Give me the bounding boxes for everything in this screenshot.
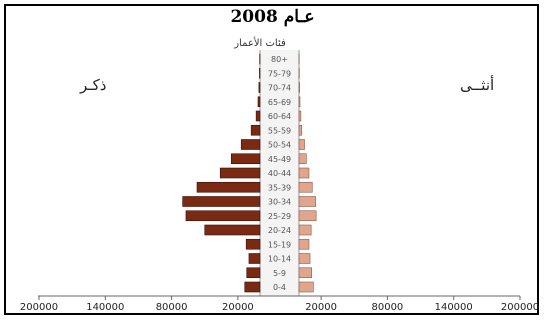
female-bar-60-64	[298, 110, 302, 122]
female-bar-25-29	[298, 210, 317, 222]
age-label-20-24: 20-24	[268, 226, 291, 235]
male-bar-25-29	[185, 210, 261, 222]
female-bar-10-14	[298, 253, 311, 264]
x-tick-right-140000: 140000	[435, 302, 473, 313]
age-label-55-59: 55-59	[268, 126, 291, 135]
age-column	[260, 50, 299, 296]
female-series-label: أنثــى	[460, 76, 495, 94]
age-label-65-69: 65-69	[268, 98, 291, 107]
female-bar-65-69	[298, 96, 301, 108]
female-bar-55-59	[298, 124, 303, 136]
age-label-70-74: 70-74	[268, 84, 291, 93]
age-label-30-34: 30-34	[268, 198, 291, 207]
male-bar-10-14	[248, 253, 261, 264]
male-bar-75-79	[259, 67, 261, 79]
x-tick-right-200000: 200000	[501, 302, 539, 313]
chart-title: عـام 2008	[230, 7, 315, 27]
x-tick-right-20000: 20000	[305, 302, 337, 313]
male-bar-40-44	[219, 167, 261, 179]
female-bar-30-34	[298, 196, 316, 207]
female-bar-40-44	[298, 167, 310, 179]
age-label-75-79: 75-79	[268, 69, 291, 78]
male-bar-55-59	[250, 124, 261, 136]
x-tick-left-200000: 200000	[20, 302, 58, 313]
female-bar-15-19	[298, 238, 310, 250]
male-bar-50-54	[240, 139, 261, 150]
x-tick-right-80000: 80000	[371, 302, 403, 313]
x-tick-left-140000: 140000	[86, 302, 124, 313]
age-label-40-44: 40-44	[268, 169, 291, 178]
x-tick-left-80000: 80000	[156, 302, 188, 313]
age-label-45-49: 45-49	[268, 155, 291, 164]
age-label-25-29: 25-29	[268, 212, 291, 221]
age-label-10-14: 10-14	[268, 255, 291, 264]
age-label-35-39: 35-39	[268, 183, 291, 192]
age-label-0-4: 0-4	[273, 283, 286, 292]
male-bar-45-49	[230, 153, 261, 165]
x-tick-left-20000: 20000	[222, 302, 254, 313]
female-bar-45-49	[298, 153, 307, 165]
female-bar-35-39	[298, 181, 313, 193]
age-group-header: فئات الأعمار	[234, 38, 286, 49]
male-bar-5-9	[246, 267, 261, 279]
male-bar-35-39	[196, 181, 261, 193]
male-bar-20-24	[204, 224, 261, 236]
female-bar-0-4	[298, 281, 314, 293]
male-bar-30-34	[182, 196, 261, 207]
age-label-15-19: 15-19	[268, 240, 291, 249]
male-bar-15-19	[245, 238, 261, 250]
age-label-5-9: 5-9	[273, 269, 286, 278]
male-bar-0-4	[244, 281, 261, 293]
male-bar-65-69	[257, 96, 261, 108]
age-label-80+: 80+	[271, 55, 288, 64]
male-bar-60-64	[255, 110, 261, 122]
male-bar-70-74	[258, 82, 261, 93]
female-bar-70-74	[298, 82, 300, 93]
female-bar-50-54	[298, 139, 305, 150]
age-label-50-54: 50-54	[268, 141, 291, 150]
female-bar-5-9	[298, 267, 313, 279]
male-series-label: ذكـر	[80, 76, 107, 94]
female-bar-20-24	[298, 224, 312, 236]
age-label-60-64: 60-64	[268, 112, 291, 121]
